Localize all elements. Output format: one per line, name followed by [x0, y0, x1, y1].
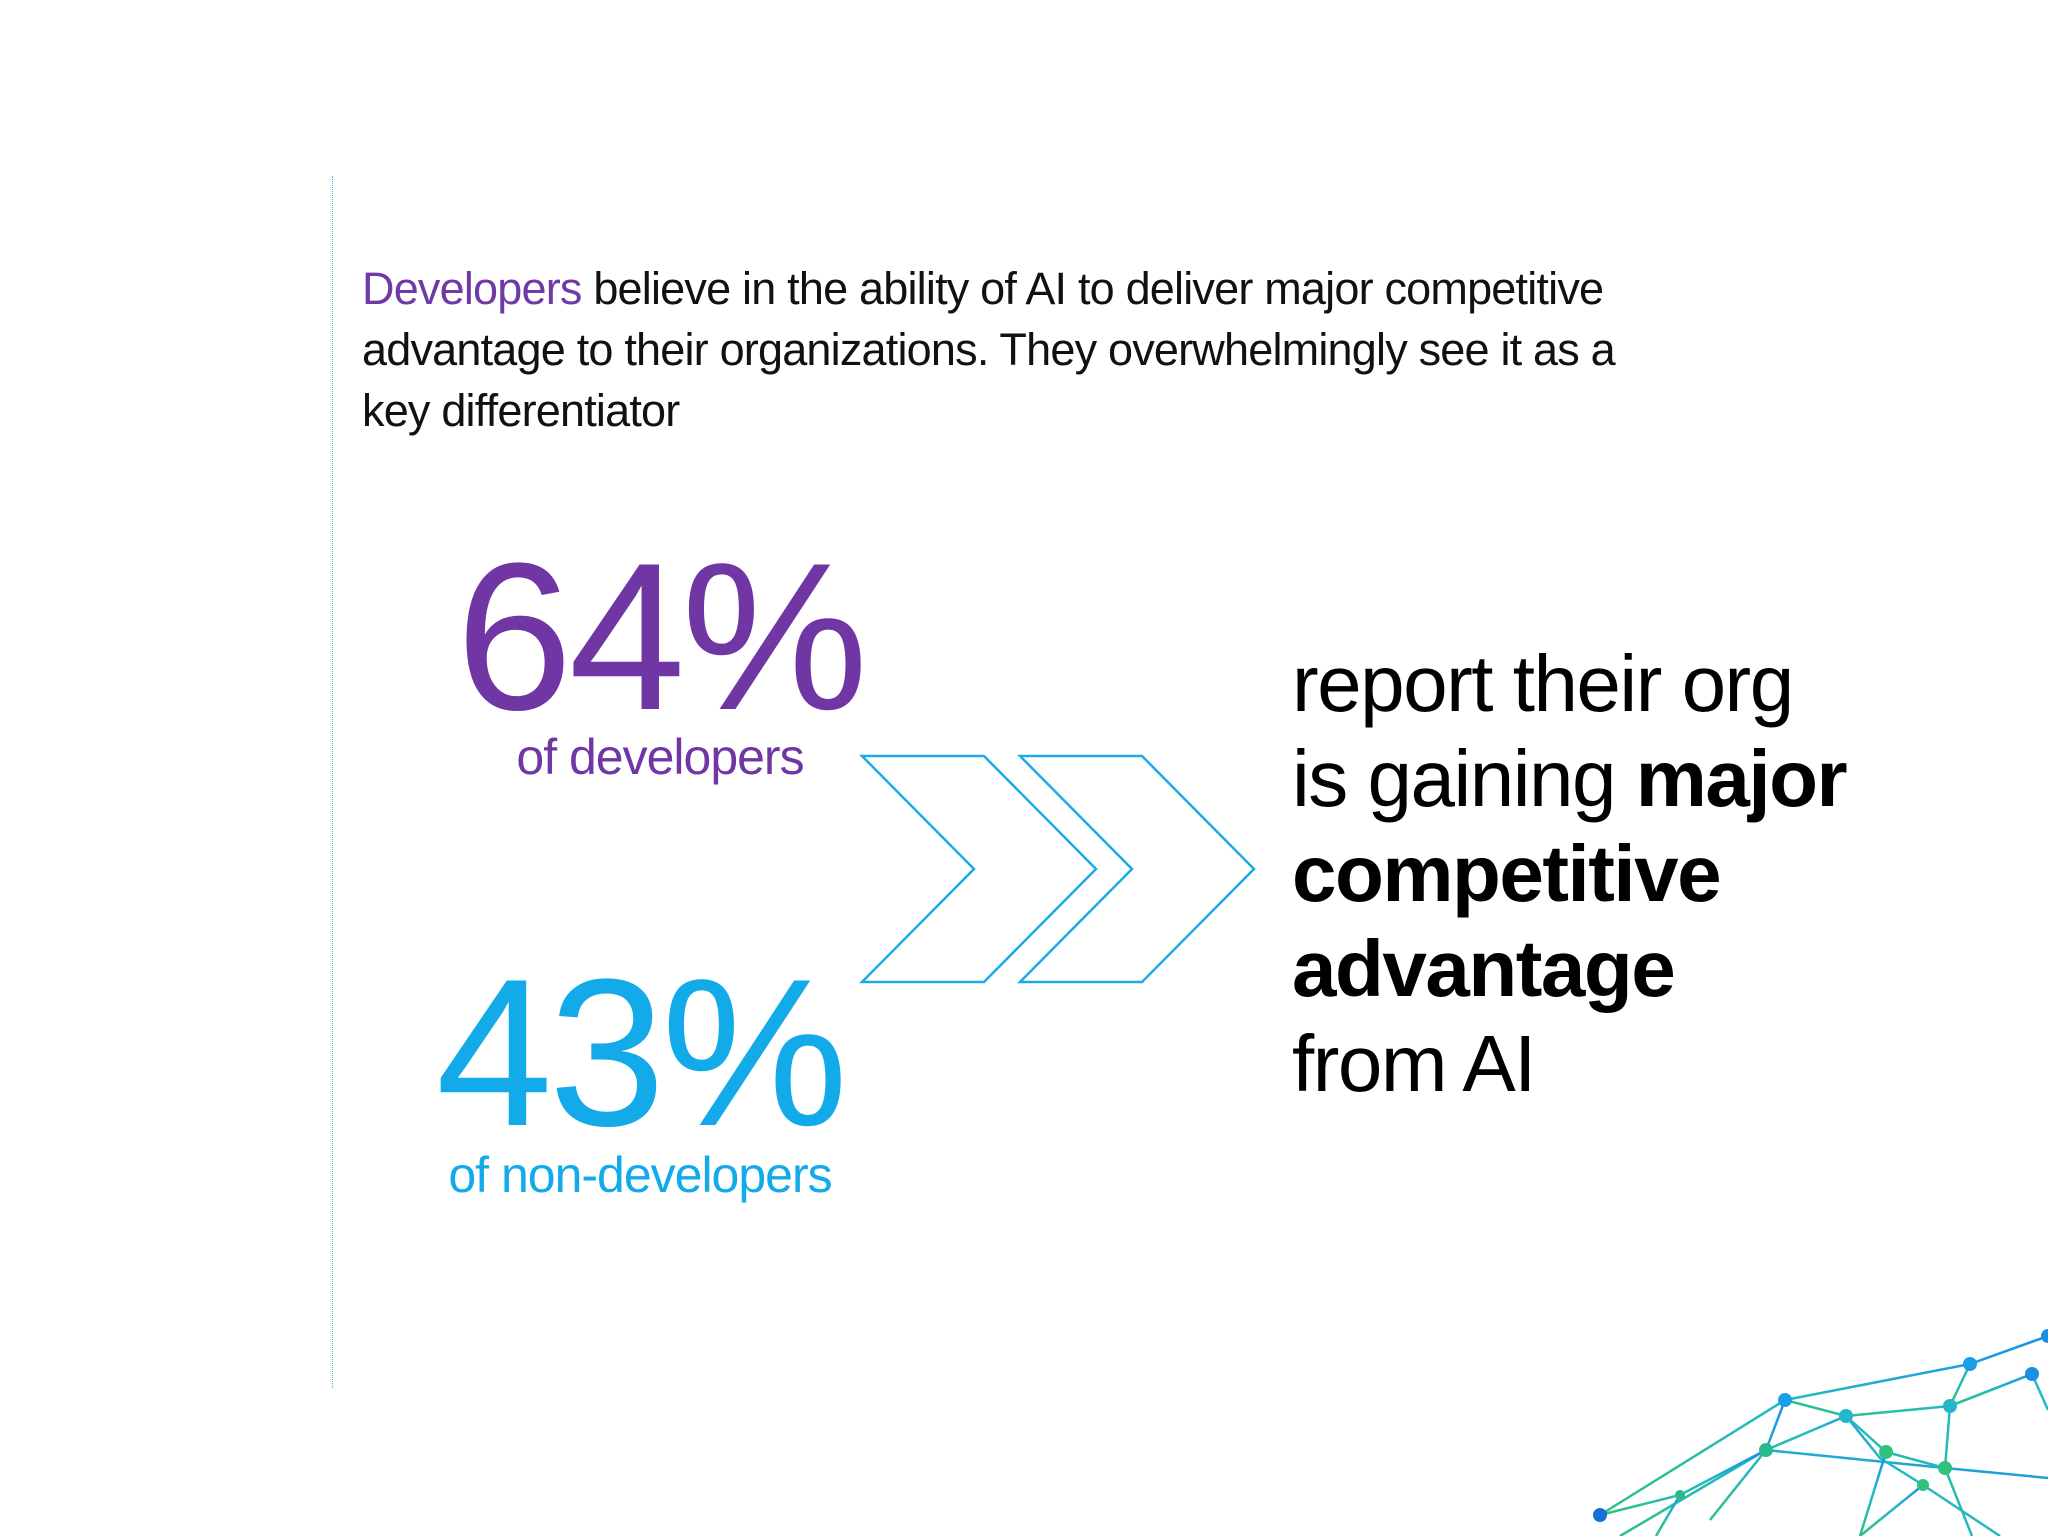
intro-rest: believe in the ability of AI to deliver … — [362, 263, 1616, 436]
chevron-left-icon — [859, 754, 1098, 984]
developers-percentage: 64% — [455, 519, 868, 754]
non-developers-label: of non-developers — [448, 1147, 832, 1203]
developers-label: of developers — [516, 729, 804, 785]
outcome-text: report their org is gaining major compet… — [1292, 636, 1912, 1111]
chevron-right-icon — [1017, 754, 1256, 984]
non-developers-stat: 43% of non-developers — [400, 935, 880, 1203]
network-lines — [1599, 1334, 2048, 1536]
outcome-line-2: is gaining — [1292, 734, 1636, 823]
non-developers-percentage: 43% — [435, 935, 848, 1170]
vertical-divider — [332, 176, 333, 1388]
intro-text: Developers believe in the ability of AI … — [362, 258, 1642, 441]
network-globe-graphic — [1593, 1329, 2048, 1536]
outcome-emphasis-advantage: advantage — [1292, 924, 1676, 1013]
network-nodes — [1593, 1329, 2048, 1522]
outcome-emphasis-major: major — [1635, 734, 1848, 823]
developers-stat: 64% of developers — [440, 519, 880, 785]
double-chevron-arrow-icon — [859, 754, 1256, 984]
outcome-emphasis-competitive: competitive — [1292, 829, 1722, 918]
intro-highlight: Developers — [362, 263, 582, 314]
outcome-line-1: report their org — [1292, 639, 1794, 728]
outcome-line-5: from AI — [1292, 1019, 1536, 1108]
